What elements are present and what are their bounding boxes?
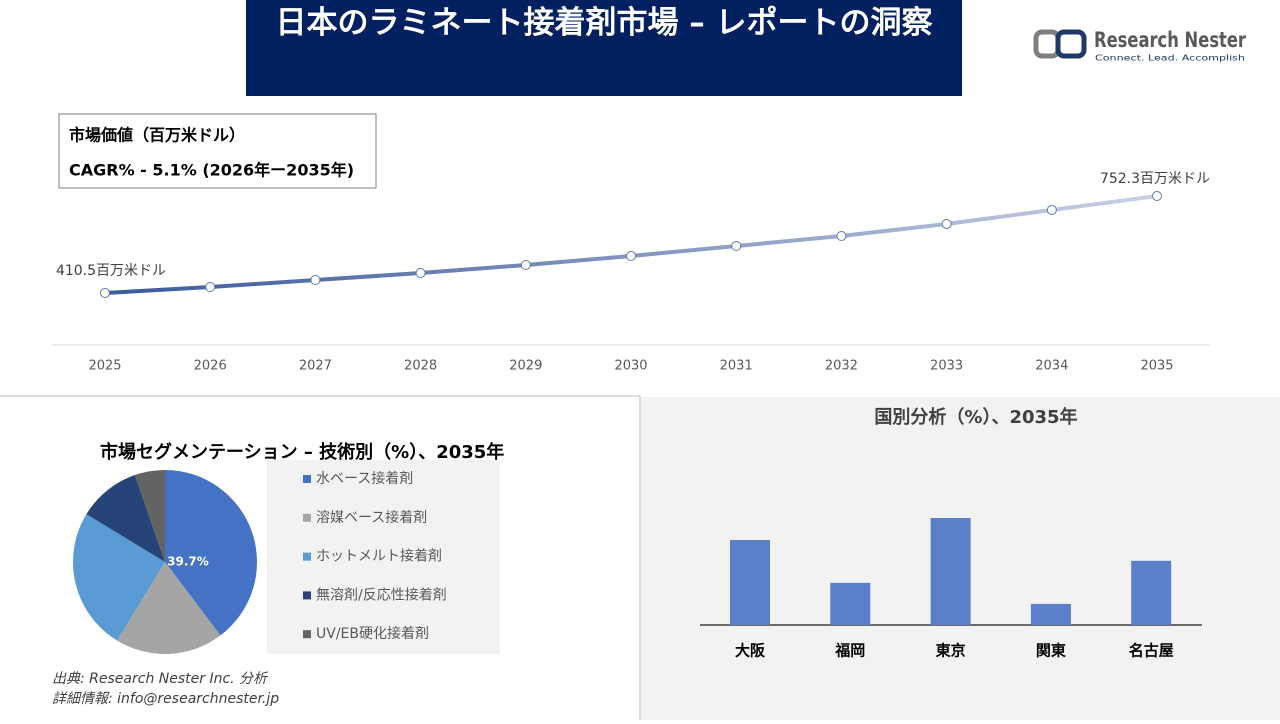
- chart-title: 国別分析（%）、2035年: [874, 406, 1077, 428]
- legend-label: 溶媒ベース接着剤: [316, 509, 427, 526]
- x-tick-label: 関東: [1036, 642, 1066, 660]
- legend-swatch: [303, 630, 311, 639]
- x-tick-label: 2027: [299, 359, 332, 374]
- chart-title: 市場セグメンテーション – 技術別（%）、2035年: [100, 441, 504, 463]
- point: [1152, 191, 1162, 201]
- bar: [730, 540, 770, 625]
- title: 日本のラミネート接着剤市場 – レポートの洞察: [275, 5, 933, 41]
- x-tick-label: 名古屋: [1129, 642, 1174, 660]
- legend-label: UV/EB硬化接着剤: [316, 625, 429, 642]
- bar: [930, 518, 971, 625]
- pie-slice: [165, 470, 257, 636]
- point: [520, 259, 531, 270]
- pie-slice: [73, 514, 165, 641]
- x-tick-label: 2033: [930, 359, 963, 374]
- legend-swatch: [303, 475, 311, 483]
- legend-label: 水ベース接着剤: [316, 470, 413, 487]
- legend-swatch: [303, 552, 311, 561]
- pie-slice: [134, 470, 165, 562]
- data-label: 410.5百万米ドル: [56, 263, 166, 279]
- logo-tagline: Connect. Lead. Accomplish: [1095, 54, 1245, 63]
- legend-label: ホットメルト接着剤: [316, 548, 442, 565]
- info-text: 市場価値（百万米ドル）: [69, 126, 245, 145]
- point: [1046, 204, 1057, 215]
- logo-name: Research Nester: [1094, 28, 1246, 52]
- footer-contact: 詳細情報: info@researchnester.jp: [52, 691, 279, 707]
- x-tick-label: 2032: [825, 359, 858, 374]
- point: [310, 275, 321, 286]
- point: [415, 267, 426, 278]
- data-label: 752.3百万米ドル: [1100, 171, 1210, 187]
- pie-slice: [117, 562, 221, 654]
- point: [731, 241, 742, 252]
- point: [205, 282, 216, 293]
- legend-swatch: [303, 513, 311, 522]
- legend-swatch: [303, 591, 311, 600]
- x-tick-label: 2031: [720, 359, 753, 374]
- bar: [1131, 560, 1172, 625]
- info-text: CAGR% - 5.1% (2026年ー2035年): [69, 161, 354, 180]
- bar: [830, 582, 871, 625]
- x-tick-label: 2035: [1140, 359, 1173, 374]
- x-tick-label: 2030: [614, 359, 647, 374]
- x-tick-label: 2034: [1035, 359, 1068, 374]
- legend-label: 無溶剤/反応性接着剤: [316, 586, 447, 603]
- point: [626, 250, 636, 261]
- title-box: [246, 0, 962, 96]
- point: [836, 230, 847, 241]
- x-tick-label: 大阪: [735, 642, 766, 660]
- x-tick-label: 東京: [936, 642, 966, 660]
- point: [100, 288, 110, 298]
- point: [941, 218, 952, 229]
- x-tick-label: 2028: [404, 359, 437, 374]
- info-box: [58, 113, 377, 189]
- pie-slice: [86, 475, 165, 562]
- logo: Research Nester Connect. Lead. Accomplis…: [1033, 28, 1246, 63]
- x-tick-label: 2026: [194, 359, 227, 374]
- title-wrap: 日本のラミネート接着剤市場 – レポートの洞察: [275, 5, 933, 41]
- footer-source: 出典: Research Nester Inc. 分析: [52, 671, 269, 687]
- x-tick-label: 2029: [509, 359, 542, 374]
- data-label: 39.7%: [167, 555, 209, 569]
- x-tick-label: 2025: [88, 359, 121, 374]
- logo-icon: [1055, 29, 1087, 59]
- bar: [1030, 603, 1071, 625]
- x-tick-label: 福岡: [834, 642, 865, 660]
